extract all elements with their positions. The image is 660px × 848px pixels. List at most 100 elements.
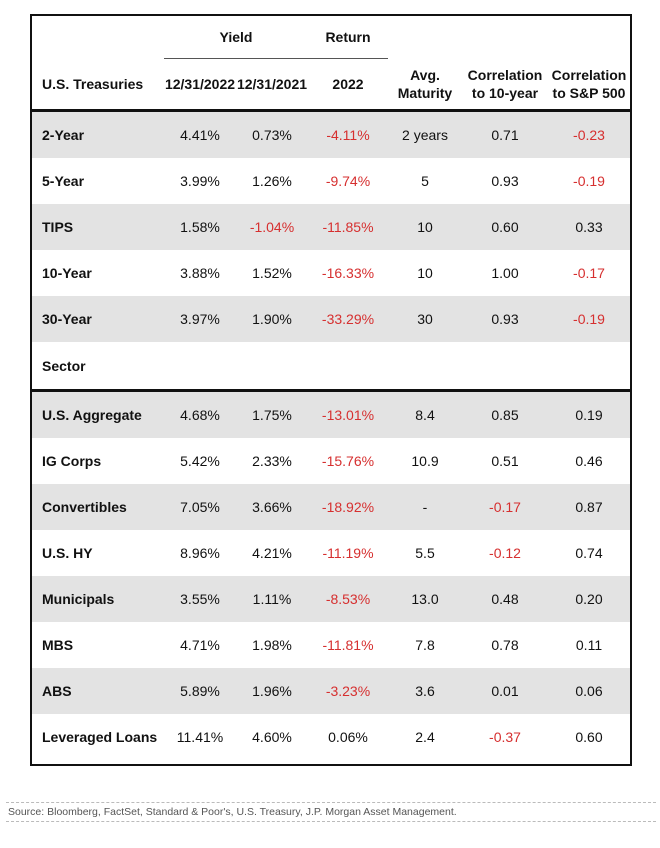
row-name: Municipals	[32, 576, 164, 622]
yield-2022-cell: 4.68%	[164, 390, 236, 438]
corr-sp500-cell: 0.74	[575, 545, 603, 561]
avg-maturity-cell: 30	[388, 296, 462, 342]
corr-10yr-cell: 1.00	[491, 265, 519, 281]
table-row: 10-Year 3.88% 1.52% -16.33% 10 1.00 -0.17	[32, 250, 630, 296]
table-row: 5-Year 3.99% 1.26% -9.74% 5 0.93 -0.19	[32, 158, 630, 204]
table-row: IG Corps 5.42% 2.33% -15.76% 10.9 0.51 0.46	[32, 438, 630, 484]
yield-2021-cell: 1.98%	[252, 637, 292, 653]
col-header-yield-2021: 12/31/2021	[236, 76, 308, 92]
yield-2021-cell: 0.73%	[236, 110, 308, 158]
corr-10yr-cell: 0.93	[462, 296, 548, 342]
corr-sp500-cell: 0.33	[548, 204, 630, 250]
corr-10yr-cell: -0.17	[462, 484, 548, 530]
fixed-income-table: Yield Return U.S. Treasuries 12/31/2022 …	[32, 16, 630, 760]
table-row: TIPS 1.58% -1.04% -11.85% 10 0.60 0.33	[32, 204, 630, 250]
row-name: U.S. Aggregate	[32, 390, 164, 438]
row-name: 2-Year	[32, 110, 164, 158]
table-row: 30-Year 3.97% 1.90% -33.29% 30 0.93 -0.19	[32, 296, 630, 342]
table-frame	[30, 14, 632, 766]
col-header-yield-2022: 12/31/2022	[164, 76, 236, 92]
row-name: IG Corps	[42, 453, 102, 469]
yield-2021-cell: 3.66%	[236, 484, 308, 530]
avg-maturity-cell: 2 years	[388, 110, 462, 158]
column-header-row: U.S. Treasuries 12/31/2022 12/31/2021 20…	[32, 59, 630, 111]
yield-2021-cell: 1.96%	[236, 668, 308, 714]
yield-2021-cell: 4.60%	[252, 729, 292, 745]
corr-10yr-cell: 0.60	[462, 204, 548, 250]
corr-10yr-cell: 0.51	[491, 453, 519, 469]
return-2022-cell: -9.74%	[325, 173, 371, 189]
table-row: MBS 4.71% 1.98% -11.81% 7.8 0.78 0.11	[32, 622, 630, 668]
corr-10yr-cell: 0.85	[462, 390, 548, 438]
source-note: Source: Bloomberg, FactSet, Standard & P…	[6, 802, 656, 822]
corr-sp500-cell: 0.20	[548, 576, 630, 622]
yield-2022-cell: 7.05%	[164, 484, 236, 530]
corr-sp500-cell: -0.23	[548, 110, 630, 158]
yield-2021-cell: 1.90%	[236, 296, 308, 342]
row-name: U.S. HY	[42, 545, 93, 561]
table-row: Municipals 3.55% 1.11% -8.53% 13.0 0.48 0.20	[32, 576, 630, 622]
corr-sp500-cell: 0.60	[575, 729, 603, 745]
return-group-header: Return	[308, 16, 388, 59]
yield-2022-cell: 3.88%	[180, 265, 220, 281]
col-header-corr-10yr: Correlation to 10-year	[467, 66, 543, 101]
yield-2022-cell: 4.71%	[180, 637, 220, 653]
row-name: Leveraged Loans	[42, 729, 158, 745]
avg-maturity-cell: 7.8	[415, 637, 435, 653]
corr-sp500-cell: 0.87	[548, 484, 630, 530]
avg-maturity-cell: 10	[388, 204, 462, 250]
corr-10yr-cell: -0.37	[489, 729, 521, 745]
return-2022-cell: 0.06%	[328, 729, 368, 745]
table-row: ABS 5.89% 1.96% -3.23% 3.6 0.01 0.06	[32, 668, 630, 714]
yield-2021-cell: 1.26%	[252, 173, 292, 189]
group-header-row: Yield Return	[32, 16, 630, 59]
treasury-rows: 2-Year 4.41% 0.73% -4.11% 2 years 0.71 -0.23 5-…	[32, 110, 630, 342]
row-name: 30-Year	[32, 296, 164, 342]
return-2022-cell: -11.81%	[322, 637, 374, 653]
sector-label: Sector	[42, 357, 86, 374]
avg-maturity-cell: -	[388, 484, 462, 530]
row-name: MBS	[42, 637, 74, 653]
yield-2022-cell: 3.55%	[164, 576, 236, 622]
avg-maturity-cell: 5	[421, 173, 429, 189]
yield-2021-cell: 2.33%	[252, 453, 292, 469]
avg-maturity-cell: 10	[417, 265, 433, 281]
corr-10yr-cell: 0.01	[462, 668, 548, 714]
yield-2022-cell: 8.96%	[180, 545, 220, 561]
return-2022-cell: -15.76%	[321, 453, 375, 469]
corr-sp500-cell: -0.19	[548, 296, 630, 342]
yield-2022-cell: 3.97%	[164, 296, 236, 342]
col-header-corr-sp500: Correlation to S&P 500	[551, 66, 627, 101]
table-row: Leveraged Loans 11.41% 4.60% 0.06% 2.4 -0.37 0…	[32, 714, 630, 760]
yield-2022-cell: 5.89%	[164, 668, 236, 714]
corr-sp500-cell: 0.06	[548, 668, 630, 714]
table-row: Convertibles 7.05% 3.66% -18.92% - -0.17 0.87	[32, 484, 630, 530]
corr-sp500-cell: 0.19	[548, 390, 630, 438]
avg-maturity-cell: 10.9	[411, 453, 439, 469]
yield-group-header: Yield	[164, 16, 308, 59]
yield-2022-cell: 5.42%	[180, 453, 220, 469]
return-2022-cell: -18.92%	[308, 484, 388, 530]
avg-maturity-cell: 2.4	[415, 729, 435, 745]
avg-maturity-cell: 8.4	[388, 390, 462, 438]
col-header-maturity: Avg. Maturity	[397, 66, 453, 101]
col-header-return: 2022	[332, 76, 364, 92]
corr-sp500-cell: -0.19	[573, 173, 605, 189]
corr-10yr-cell: 0.78	[491, 637, 519, 653]
table-row: U.S. Aggregate 4.68% 1.75% -13.01% 8.4 0.85 0.…	[32, 390, 630, 438]
yield-2021-cell: 1.11%	[236, 576, 308, 622]
yield-2021-cell: 1.75%	[236, 390, 308, 438]
yield-2022-cell: 1.58%	[164, 204, 236, 250]
row-name: TIPS	[32, 204, 164, 250]
corr-10yr-cell: 0.48	[462, 576, 548, 622]
yield-2022-cell: 11.41%	[176, 729, 224, 745]
return-2022-cell: -33.29%	[308, 296, 388, 342]
corr-sp500-cell: -0.17	[573, 265, 605, 281]
corr-10yr-cell: -0.12	[489, 545, 521, 561]
corr-10yr-cell: 0.71	[462, 110, 548, 158]
return-2022-cell: -16.33%	[321, 265, 375, 281]
avg-maturity-cell: 5.5	[415, 545, 435, 561]
return-2022-cell: -4.11%	[308, 110, 388, 158]
row-name: 5-Year	[42, 173, 85, 189]
avg-maturity-cell: 3.6	[388, 668, 462, 714]
